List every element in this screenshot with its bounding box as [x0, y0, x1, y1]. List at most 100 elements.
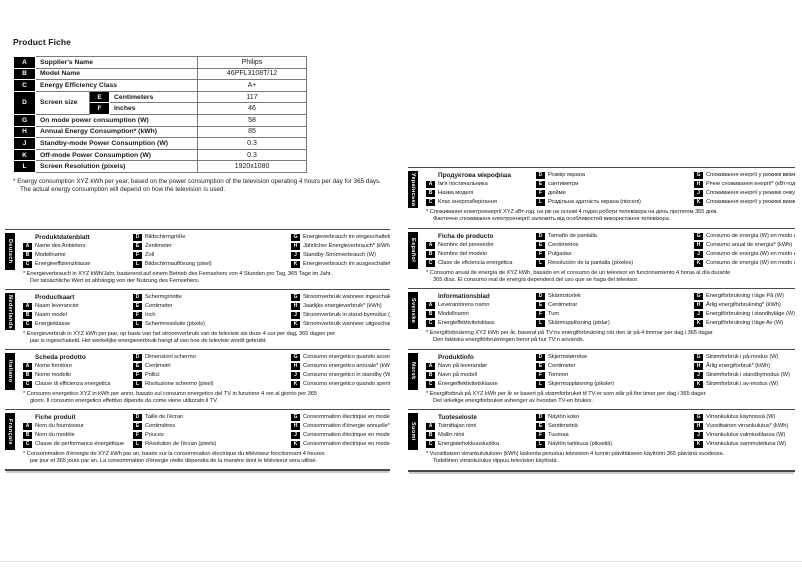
spec-row: C Клас енергозберігання [426, 198, 536, 207]
spec-row: A Nom du fournisseur [23, 422, 133, 431]
spec-row: A Naam leverancier [23, 302, 133, 311]
section-column-1: Tuoteseloste A Toimittajan nimi B Mallin… [426, 413, 536, 449]
row-value: 46PFL3108T/12 [197, 67, 308, 81]
spec-letter-badge: C [23, 321, 32, 328]
spec-letter-badge: H [694, 302, 703, 309]
spec-label: Zentimeter [145, 243, 172, 249]
spec-letter-badge: E [133, 243, 142, 250]
spec-row: A Name des Anbieters [23, 242, 133, 251]
spec-row: H Jaarlijks energieverbruik* (kWh) [291, 302, 390, 311]
row-label: On mode power consumption (W) [34, 113, 199, 127]
spec-letter-badge: H [291, 423, 300, 430]
row-letter-badge: G [13, 113, 36, 127]
spec-label: Vuosittainen virrankulutus* (kWh) [706, 423, 789, 429]
row-letter-badge: E [89, 90, 110, 104]
section-title: Productkaart [35, 294, 75, 301]
spec-letter-badge: F [536, 432, 545, 439]
spec-label: Zoll [145, 252, 154, 258]
spec-letter-badge: C [426, 320, 435, 327]
spec-letter-badge: A [426, 181, 435, 188]
spec-letter-badge: G [291, 294, 300, 301]
spec-row: L Skärmupplösning (pixlar) [536, 319, 694, 328]
spec-label: Consumo de energía (W) en modo de espera [706, 250, 795, 257]
spec-row: G Consumo de energía (W) en modo encendi… [694, 232, 795, 241]
spec-label: Energiförbrukning i standbyläge (W) [706, 311, 795, 317]
spec-letter-badge: H [694, 181, 703, 188]
spec-letter-badge: L [133, 441, 142, 448]
spec-label: Consumo energetico quando spento (W) [303, 381, 390, 387]
section-title: Informationsblad [438, 293, 490, 300]
spec-letter-badge: C [23, 441, 32, 448]
spec-label: Strømforbruk i av-modus (W) [706, 380, 779, 387]
spec-row: L Résolution de l'écran (pixels) [133, 440, 291, 449]
spec-letter-badge: L [536, 259, 545, 267]
spec-label: Dimensioni schermo [145, 354, 196, 360]
spec-row: F Tuumaa [536, 431, 694, 440]
spec-letter-badge: J [694, 250, 703, 258]
spec-label: Bildschirmauflösung (pixel) [145, 261, 212, 267]
spec-rows: A Toimittajan nimi B Mallin nimi C Energ… [426, 422, 536, 449]
language-tab: Norsk [408, 352, 418, 390]
spec-label: Standby-Stromverbrauch (W) [303, 252, 376, 258]
row-label: Supplier's Name [34, 56, 199, 69]
row-value: 58 [197, 113, 308, 127]
spec-letter-badge: K [291, 321, 300, 328]
spec-row: B Nome modello [23, 371, 133, 380]
spec-row: B Modellname [23, 251, 133, 260]
spec-rows: A Leverantörens namn B Modellnamn C Ener… [426, 301, 536, 328]
spec-label: Näytön koko [548, 414, 580, 420]
spec-label: Skärmupplösning (pixlar) [548, 320, 610, 326]
spec-row: A Nome fornitore [23, 362, 133, 371]
spec-row: G Consumo energetico quando acceso (W) [291, 353, 390, 362]
spec-label: Назва моделі [438, 190, 473, 196]
section-column-3: G Energiförbrukning i läge På (W) H Årli… [694, 292, 795, 328]
spec-label: Pouces [145, 432, 164, 438]
spec-rows: A Nom du fournisseur B Nom du modèle C C… [23, 422, 133, 449]
row-label: Model Name [34, 67, 199, 81]
spec-letter-badge: J [291, 312, 300, 319]
spec-row: C Energieffektivitetsklasse [426, 380, 536, 389]
row-value: 85 [197, 125, 308, 139]
footnote-line: par jour et 365 jours par an. La consomm… [30, 458, 318, 465]
spec-row: D Bildschirmgröße [133, 233, 291, 242]
spec-letter-badge: G [291, 414, 300, 421]
section-grid: Produktinfo A Navn på leverandør B Navn … [426, 353, 795, 389]
spec-label: Consumo de energía (W) en modo apagado [706, 259, 795, 266]
spec-letter-badge: K [694, 380, 703, 388]
spec-row: E Centimeter [133, 302, 291, 311]
language-section: Français Fiche produit A Nom du fourniss… [5, 409, 390, 469]
spec-label: Senttimetriä [548, 423, 578, 429]
section-column-1: Produktinfo A Navn på leverandør B Navn … [426, 353, 536, 389]
spec-row: B Naam model [23, 311, 133, 320]
table-footnote: * Energy consumption XYZ kWh per year, b… [13, 178, 405, 194]
spec-label: Resolución de la pantalla (píxeles) [548, 259, 634, 266]
spec-label: Jaarlijks energieverbruik* (kWh) [303, 303, 382, 309]
section-grid: Tuoteseloste A Toimittajan nimi B Mallin… [426, 413, 795, 449]
spec-label: Taille de l'écran [145, 414, 184, 420]
spec-row: J Standby-Stromverbrauch (W) [291, 251, 390, 260]
row-value: Philips [197, 56, 308, 69]
spec-row: A Nombre del proveedor [426, 241, 536, 250]
spec-label: Tum [548, 311, 560, 317]
table-row: J Standby-mode Power Consumption (W) 0.3 [13, 137, 308, 150]
spec-label: Consommation électrique en mode veille (… [303, 432, 390, 438]
spec-row: E сантиметри [536, 180, 694, 189]
spec-letter-badge: A [23, 363, 32, 370]
language-tab: Suomi [408, 413, 418, 450]
spec-row: J Virrankulutus valmiustilassa (W) [694, 431, 795, 440]
spec-label: Name des Anbieters [35, 243, 86, 249]
spec-row: K Consumo energetico quando spento (W) [291, 380, 390, 389]
spec-row: F Zoll [133, 251, 291, 260]
spec-rows: A Naam leverancier B Naam model C Energi… [23, 302, 133, 329]
row-letter-badge: B [13, 67, 36, 81]
spec-letter-badge: H [291, 363, 300, 370]
spec-row: C Energieffektivitetsklass [426, 319, 536, 328]
spec-label: Consumo de energía (W) en modo encendido [706, 232, 795, 239]
section-body: Produktdatenblatt A Name des Anbieters B… [15, 232, 390, 289]
section-column-1: Fiche produit A Nom du fournisseur B Nom… [23, 413, 133, 449]
spec-label: Consumo energetico in standby (W) [303, 372, 390, 378]
section-column-2: D Розмір екрана E сантиметри F дюйми L Р… [536, 171, 694, 207]
spec-letter-badge: G [694, 172, 703, 179]
spec-letter-badge: K [291, 441, 300, 448]
